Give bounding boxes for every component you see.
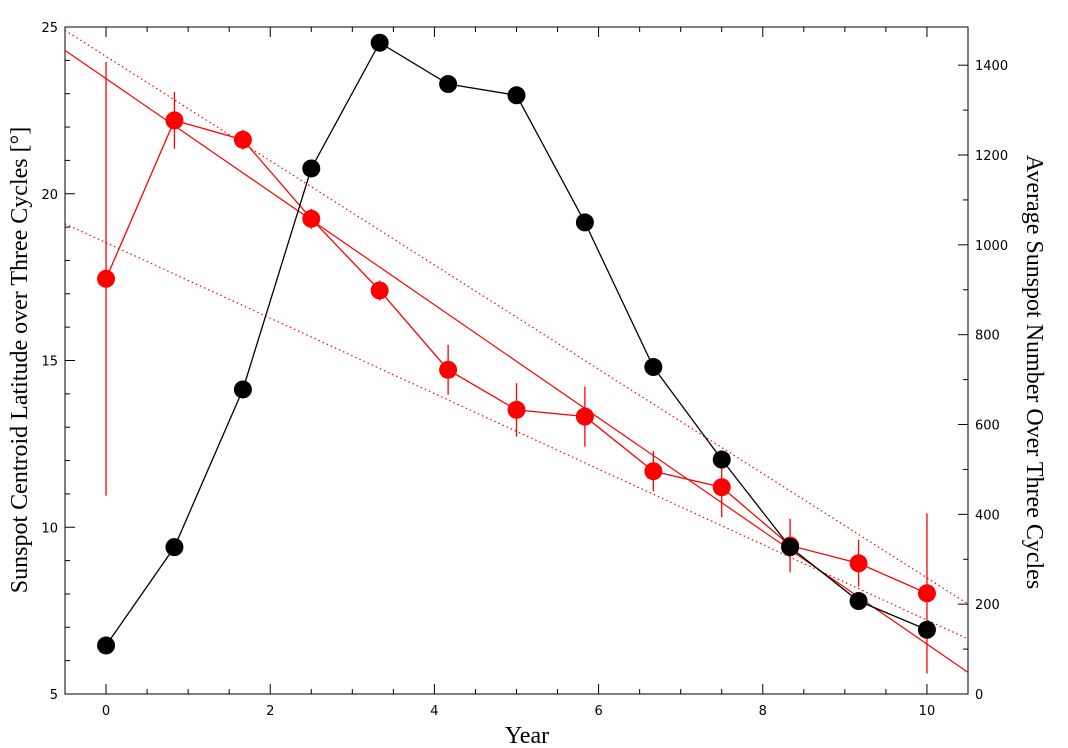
y-right-tick-label: 200 <box>975 598 1000 613</box>
latitude-point <box>233 130 252 149</box>
x-tick-label: 0 <box>102 704 110 719</box>
y-right-tick-label: 1400 <box>975 59 1008 74</box>
sunspot-number-point <box>233 380 252 399</box>
sunspot-number-point <box>165 538 184 557</box>
sunspot-number-point <box>97 636 116 655</box>
latitude-point <box>644 462 663 481</box>
sunspot-number-point <box>439 75 458 94</box>
y-right-tick-label: 0 <box>975 688 983 703</box>
plot-frame <box>64 26 969 695</box>
latitude-point <box>575 407 594 426</box>
latitude-point <box>507 400 526 419</box>
latitude-point <box>97 269 116 288</box>
dotted-fit-line <box>64 29 969 605</box>
sunspot-number-point <box>712 450 731 469</box>
axes: 0 2 4 6 8 10 5 10 15 20 25 0 200 400 600 800 1000 1200 140… <box>41 21 1008 719</box>
y-right-tick-label: 1000 <box>975 239 1008 254</box>
x-tick-label: 8 <box>759 704 767 719</box>
sunspot-number-point <box>370 33 389 52</box>
sunspot-number-point <box>917 620 936 639</box>
latitude-point <box>370 281 389 300</box>
latitude-point <box>302 209 321 228</box>
sunspot-number-point <box>781 538 800 557</box>
y-left-tick-label: 15 <box>41 355 58 370</box>
latitude-point <box>712 478 731 497</box>
y-right-tick-label: 600 <box>975 419 1000 434</box>
y-left-axis-title: Sunspot Centroid Latitude over Three Cyc… <box>7 127 33 593</box>
y-right-tick-label: 400 <box>975 508 1000 523</box>
x-axis-title: Year <box>505 723 549 748</box>
sunspot-number-line <box>105 41 928 646</box>
x-tick-label: 2 <box>266 704 274 719</box>
sunspot-number-point <box>849 592 868 611</box>
y-left-tick-label: 20 <box>41 188 58 203</box>
x-tick-label: 4 <box>430 704 438 719</box>
sunspot-number-point <box>302 159 321 178</box>
latitude-point <box>917 584 936 603</box>
sunspot-number-series <box>97 33 936 655</box>
sunspot-number-point <box>644 358 663 377</box>
y-right-tick-label: 1200 <box>975 149 1008 164</box>
x-tick-label: 10 <box>919 704 936 719</box>
latitude-point <box>439 360 458 379</box>
dotted-fit-line <box>64 223 969 640</box>
latitude-point <box>849 554 868 573</box>
y-left-tick-label: 25 <box>41 21 58 36</box>
sunspot-number-point <box>575 213 594 232</box>
linear-fit-line <box>64 49 969 673</box>
y-left-tick-label: 10 <box>41 521 58 536</box>
x-tick-label: 6 <box>594 704 602 719</box>
latitude-point <box>165 111 184 130</box>
y-left-tick-label: 5 <box>50 688 58 703</box>
y-right-axis-title: Average Sunspot Number Over Three Cycles <box>1021 155 1047 589</box>
latitude-series-line <box>105 119 928 594</box>
y-right-tick-label: 800 <box>975 329 1000 344</box>
fit-lines <box>64 29 969 673</box>
latitude-series <box>97 62 936 674</box>
sunspot-number-point <box>507 86 526 105</box>
